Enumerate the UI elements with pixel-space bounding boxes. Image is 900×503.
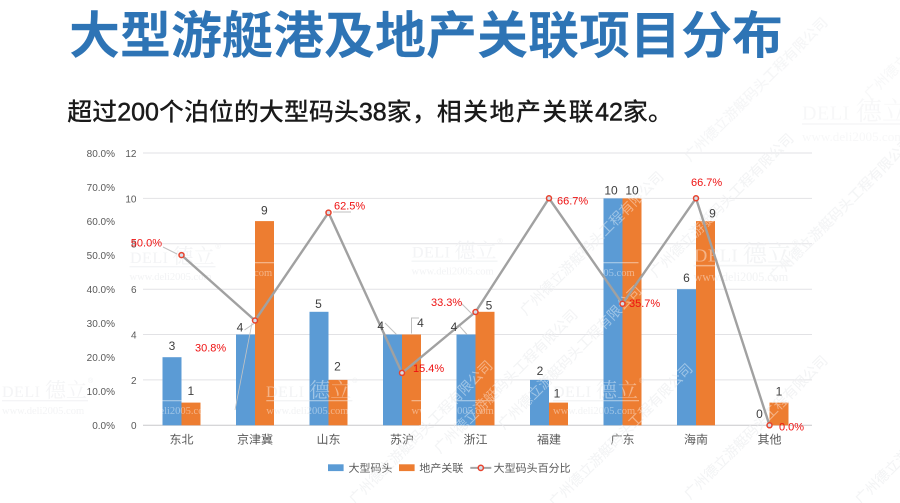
svg-text:2: 2	[131, 376, 137, 387]
svg-text:0: 0	[131, 421, 137, 432]
svg-text:60.0%: 60.0%	[87, 217, 115, 228]
svg-text:®: ®	[498, 238, 504, 246]
svg-text:4: 4	[131, 330, 137, 341]
svg-text:62.5%: 62.5%	[334, 201, 365, 213]
svg-text:8: 8	[131, 240, 137, 251]
svg-text:66.7%: 66.7%	[691, 177, 722, 189]
svg-text:DELI: DELI	[266, 384, 304, 401]
svg-text:5: 5	[486, 299, 493, 313]
svg-text:10: 10	[125, 194, 137, 205]
svg-text:DELI: DELI	[2, 384, 40, 401]
svg-text:50.0%: 50.0%	[87, 251, 115, 262]
svg-text:4: 4	[237, 321, 244, 335]
svg-text:70.0%: 70.0%	[87, 183, 115, 194]
svg-text:2: 2	[537, 364, 544, 378]
svg-text:www.deli2005.com: www.deli2005.com	[266, 406, 348, 417]
svg-text:www.deli2005.com: www.deli2005.com	[694, 270, 789, 284]
svg-text:5: 5	[315, 297, 322, 311]
svg-text:DELI: DELI	[412, 245, 450, 262]
svg-text:DELI: DELI	[412, 245, 450, 262]
svg-text:®: ®	[498, 238, 504, 246]
svg-text:www.deli2005.com: www.deli2005.com	[553, 268, 635, 279]
svg-text:6: 6	[683, 271, 690, 285]
svg-text:www.deli2005.com: www.deli2005.com	[553, 406, 635, 417]
svg-text:DELI: DELI	[553, 384, 591, 401]
svg-text:DELI: DELI	[266, 384, 304, 401]
svg-text:®: ®	[352, 377, 358, 385]
svg-text:0.0%: 0.0%	[92, 421, 115, 432]
svg-text:DELI: DELI	[130, 250, 168, 267]
svg-text:10.0%: 10.0%	[87, 387, 115, 398]
svg-text:www.deli2005.com: www.deli2005.com	[802, 129, 900, 144]
svg-text:www.deli2005.com: www.deli2005.com	[412, 267, 494, 278]
svg-text:38: 38	[359, 99, 387, 127]
svg-text:15.4%: 15.4%	[413, 363, 444, 375]
svg-text:35.7%: 35.7%	[629, 298, 660, 310]
svg-text:10: 10	[625, 183, 639, 197]
svg-text:www.deli2005.com: www.deli2005.com	[2, 406, 84, 417]
svg-text:®: ®	[88, 377, 94, 385]
svg-text:DELI: DELI	[694, 245, 738, 265]
svg-text:®: ®	[792, 238, 798, 247]
svg-text:20.0%: 20.0%	[87, 353, 115, 364]
svg-text:www.deli2005.com: www.deli2005.com	[553, 406, 635, 417]
svg-text:40.0%: 40.0%	[87, 285, 115, 296]
svg-text:www.deli2005.com: www.deli2005.com	[412, 267, 494, 278]
svg-text:www.deli2005.com: www.deli2005.com	[130, 272, 212, 283]
svg-text:®: ®	[792, 238, 798, 247]
svg-text:®: ®	[352, 377, 358, 385]
svg-text:9: 9	[261, 203, 268, 217]
svg-text:www.deli2005.com: www.deli2005.com	[190, 268, 272, 279]
svg-text:42: 42	[595, 99, 623, 127]
svg-text:30.8%: 30.8%	[195, 343, 226, 355]
svg-text:www.deli2005.com: www.deli2005.com	[694, 270, 789, 284]
svg-text:DELI: DELI	[553, 384, 591, 401]
svg-text:www.deli2005.com: www.deli2005.com	[130, 406, 212, 417]
svg-text:4: 4	[451, 320, 458, 334]
svg-text:DELI: DELI	[2, 384, 40, 401]
svg-text:®: ®	[216, 243, 222, 251]
svg-text:®: ®	[639, 377, 645, 385]
svg-text:0.0%: 0.0%	[779, 422, 804, 434]
svg-text:www.deli2005.com: www.deli2005.com	[412, 406, 494, 417]
svg-text:6: 6	[131, 285, 137, 296]
svg-text:www.deli2005.com: www.deli2005.com	[802, 129, 900, 144]
svg-text:1: 1	[554, 386, 561, 400]
svg-text:DELI: DELI	[130, 250, 168, 267]
svg-text:0: 0	[756, 407, 763, 421]
svg-text:9: 9	[709, 206, 716, 220]
svg-text:®: ®	[639, 377, 645, 385]
svg-text:66.7%: 66.7%	[557, 196, 588, 208]
svg-text:3: 3	[169, 339, 176, 353]
svg-text:DELI: DELI	[802, 103, 850, 125]
svg-text:12: 12	[125, 149, 137, 160]
svg-text:1: 1	[776, 385, 783, 399]
svg-text:80.0%: 80.0%	[87, 149, 115, 160]
svg-text:www.deli2005.com: www.deli2005.com	[266, 406, 348, 417]
svg-text:10: 10	[604, 183, 618, 197]
svg-text:www.deli2005.com: www.deli2005.com	[2, 406, 84, 417]
svg-text:4: 4	[377, 319, 384, 333]
svg-text:DELI: DELI	[802, 103, 850, 125]
svg-text:30.0%: 30.0%	[87, 319, 115, 330]
svg-text:®: ®	[216, 243, 222, 251]
svg-text:2: 2	[334, 360, 341, 374]
svg-text:200: 200	[117, 99, 159, 127]
svg-text:33.3%: 33.3%	[431, 297, 462, 309]
svg-text:50.0%: 50.0%	[131, 238, 162, 250]
svg-text:www.deli2005.com: www.deli2005.com	[130, 272, 212, 283]
svg-text:4: 4	[417, 316, 424, 330]
svg-text:®: ®	[88, 377, 94, 385]
svg-text:1: 1	[187, 384, 194, 398]
